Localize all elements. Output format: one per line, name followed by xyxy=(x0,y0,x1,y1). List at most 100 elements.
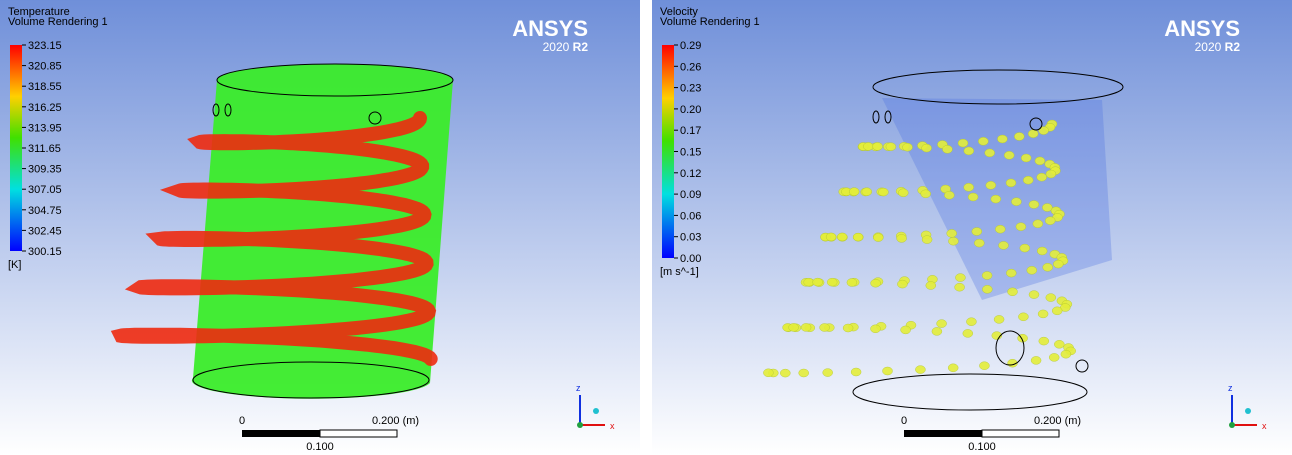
scale-start: 0 xyxy=(239,415,245,427)
coil-particle xyxy=(1045,217,1055,225)
legend-tick-label: 0.03 xyxy=(680,232,701,244)
coil-particle xyxy=(1054,340,1064,348)
panel: VelocityVolume Rendering 10.290.260.230.… xyxy=(652,0,1292,455)
coil-particle xyxy=(901,326,911,334)
coil-particle xyxy=(799,369,809,377)
legend-tick-label: 0.17 xyxy=(680,125,701,137)
coil-particle xyxy=(921,190,931,198)
coil-particle xyxy=(982,272,992,280)
coil-particle xyxy=(978,137,988,145)
z-label: z xyxy=(576,383,581,393)
coil-particle xyxy=(1046,170,1056,178)
coil-particle xyxy=(1031,356,1041,364)
legend-tick-label: 309.35 xyxy=(28,164,62,176)
coil-particle xyxy=(1004,151,1014,159)
coil-particle xyxy=(922,236,932,244)
coil-particle xyxy=(915,366,925,374)
coil-particle xyxy=(1006,179,1016,187)
coil-particle xyxy=(886,143,896,151)
coil-particle xyxy=(871,279,881,287)
coil-particle xyxy=(1027,266,1037,274)
legend-tick-label: 307.05 xyxy=(28,184,62,196)
coil-particle xyxy=(1038,310,1048,318)
coil-particle xyxy=(780,369,790,377)
legend-tick-label: 0.00 xyxy=(680,253,701,265)
legend-subtitle: Volume Rendering 1 xyxy=(660,16,760,28)
coil-particle xyxy=(1028,130,1038,138)
coil-particle xyxy=(843,324,853,332)
scale-mid: 0.100 xyxy=(968,441,996,453)
x-label: x xyxy=(610,421,615,431)
scale-end-value: 0.200 xyxy=(1034,415,1062,427)
legend-tick-label: 0.12 xyxy=(680,168,701,180)
coil-particle xyxy=(997,135,1007,143)
legend-tick-label: 0.23 xyxy=(680,83,701,95)
legend-tick-label: 0.29 xyxy=(680,40,701,52)
coil-particle xyxy=(863,142,873,150)
coil-particle xyxy=(1039,337,1049,345)
coil-particle xyxy=(926,282,936,290)
page: TemperatureVolume Rendering 1323.15320.8… xyxy=(0,0,1292,455)
coil-particle xyxy=(820,324,830,332)
coil-particle xyxy=(948,364,958,372)
scale-end: 0.200 (m) xyxy=(1034,415,1081,427)
coil-particle xyxy=(823,369,833,377)
legend-tick-label: 0.09 xyxy=(680,189,701,201)
legend-subtitle: Volume Rendering 1 xyxy=(8,16,108,28)
logo-version: 2020 R2 xyxy=(1195,40,1241,54)
coil-particle xyxy=(801,323,811,331)
coil-particle xyxy=(1016,223,1026,231)
coil-particle xyxy=(763,369,773,377)
coil-particle xyxy=(947,229,957,237)
coil-particle xyxy=(873,142,883,150)
coil-particle xyxy=(932,327,942,335)
scale-mid: 0.100 xyxy=(306,441,334,453)
version: 2020 xyxy=(1195,40,1222,54)
coil-particle xyxy=(1035,157,1045,165)
coil-particle xyxy=(985,149,995,157)
legend-tick-label: 300.15 xyxy=(28,246,62,258)
coil-particle xyxy=(1061,350,1071,358)
legend-tick-label: 302.45 xyxy=(28,225,62,237)
logo-brand: ANSYS xyxy=(1164,16,1240,41)
scale-white xyxy=(982,430,1059,437)
coil-particle xyxy=(982,285,992,293)
coil-particle xyxy=(1029,201,1039,209)
coil-particle xyxy=(1037,173,1047,181)
coil-particle xyxy=(1053,260,1063,268)
coil-particle xyxy=(1020,244,1030,252)
coil-particle xyxy=(958,139,968,147)
logo-version: 2020 R2 xyxy=(543,40,589,54)
coil-particle xyxy=(903,143,913,151)
legend-tick-label: 313.95 xyxy=(28,122,62,134)
origin xyxy=(577,422,583,428)
coil-particle xyxy=(937,320,947,328)
coil-particle xyxy=(1011,198,1021,206)
y-axis xyxy=(1245,408,1251,414)
coil-particle xyxy=(948,237,958,245)
coil-particle xyxy=(1046,294,1056,302)
coil-particle xyxy=(968,193,978,201)
coil-particle xyxy=(813,278,823,286)
legend-tick-label: 316.25 xyxy=(28,102,62,114)
coil-particle xyxy=(826,233,836,241)
coil-particle xyxy=(873,234,883,242)
scale-white xyxy=(320,430,397,437)
coil-particle xyxy=(883,367,893,375)
coil-particle xyxy=(999,241,1009,249)
coil-particle xyxy=(1033,220,1043,228)
scale-black xyxy=(904,430,982,437)
scale-black xyxy=(242,430,320,437)
coil-particle xyxy=(1052,307,1062,315)
logo-brand: ANSYS xyxy=(512,16,588,41)
colorbar xyxy=(10,45,22,251)
origin xyxy=(1229,422,1235,428)
x-label: x xyxy=(1262,421,1267,431)
legend-tick-label: 311.65 xyxy=(28,143,61,155)
coil-particle xyxy=(862,188,872,196)
coil-particle xyxy=(1029,291,1039,299)
legend-tick-label: 0.26 xyxy=(680,61,701,73)
coil-particle xyxy=(994,315,1004,323)
coil-particle xyxy=(955,283,965,291)
